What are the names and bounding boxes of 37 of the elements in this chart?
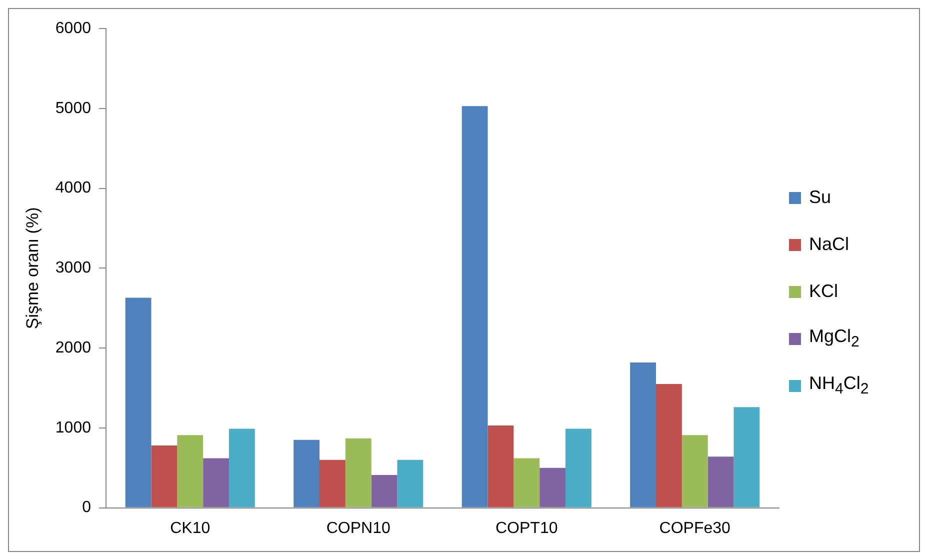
bar [228,428,255,508]
y-axis-title: Şişme oranı (%) [22,207,42,330]
bar [320,460,346,508]
bar [682,435,708,508]
bar [514,458,540,508]
y-tick-label: 1000 [55,419,92,436]
x-tick-label: COPFe30 [659,520,731,537]
bar [177,435,204,508]
bar [345,438,372,508]
bar [565,428,592,508]
bar [397,460,424,508]
x-tick-label: COPT10 [496,520,558,537]
bar [294,440,320,508]
legend-label: KCl [809,281,838,302]
bar [462,106,488,508]
legend-label: NaCl [809,234,850,255]
y-tick-label: 6000 [55,20,92,38]
bar [540,468,566,508]
y-tick-label: 2000 [55,339,92,356]
bar [203,458,229,508]
x-tick-label: CK10 [170,520,210,537]
bar [630,362,656,508]
bar [656,384,682,508]
bar [371,475,398,508]
bar [151,446,178,508]
y-tick-label: 3000 [55,260,92,277]
y-tick-label: 0 [82,499,92,516]
x-tick-label: COPN10 [326,520,390,537]
bar [488,426,514,508]
bar [125,298,152,508]
y-tick-label: 4000 [55,180,92,197]
y-tick-label: 5000 [55,100,92,117]
legend-label: MgCl$_{2}$ [809,326,860,351]
legend-label: Su [809,187,832,208]
legend-label: NH$_{4}$Cl$_{2}$ [809,373,869,398]
bar [708,456,734,508]
bar [734,407,760,508]
